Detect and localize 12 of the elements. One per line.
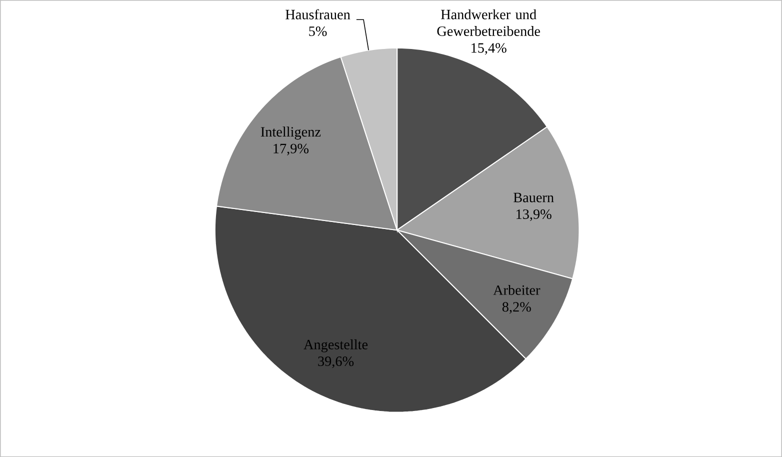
slice-label: Angestellte	[304, 339, 368, 352]
data-label: 39,6%	[318, 356, 354, 368]
slice-label: Arbeiter	[493, 284, 540, 295]
slice-label: Bauern	[514, 192, 554, 202]
data-label: 5%	[309, 26, 327, 36]
data-label: 17,9%	[274, 144, 309, 156]
data-label: 13,9%	[516, 209, 552, 221]
data-label: 15,4%	[472, 43, 506, 55]
slice-label: Hausfrauen	[286, 9, 350, 20]
slice-label: Handwerker und Gewerbetreibende	[437, 9, 540, 36]
data-label: 8,2%	[502, 302, 531, 314]
slice-label: Intelligenz	[260, 126, 321, 140]
